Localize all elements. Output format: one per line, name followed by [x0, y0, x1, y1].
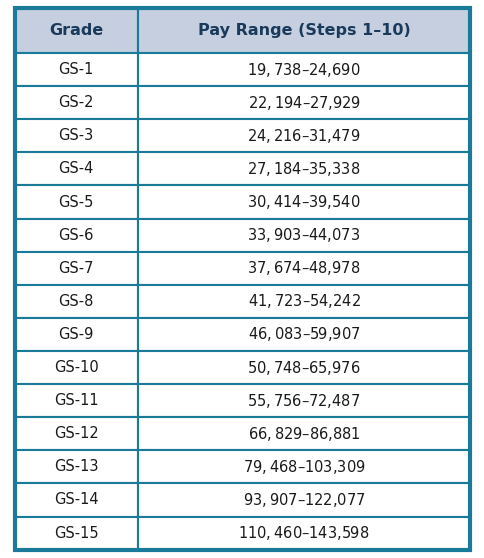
Text: GS-11: GS-11	[54, 393, 98, 408]
Bar	[137, 483, 469, 517]
Bar	[137, 86, 469, 119]
Bar	[15, 119, 137, 152]
Text: GS-8: GS-8	[58, 294, 93, 309]
Bar	[15, 219, 137, 252]
Text: GS-1: GS-1	[58, 62, 93, 77]
Text: GS-7: GS-7	[58, 261, 93, 276]
Bar	[15, 483, 137, 517]
Bar	[15, 384, 137, 417]
Text: GS-10: GS-10	[54, 360, 98, 375]
Bar	[15, 450, 137, 483]
Text: GS-5: GS-5	[58, 195, 93, 210]
Bar	[137, 8, 469, 53]
Bar	[137, 252, 469, 285]
Text: $37,674–$48,978: $37,674–$48,978	[247, 259, 360, 277]
Bar	[15, 252, 137, 285]
Bar	[15, 285, 137, 318]
Text: Pay Range (Steps 1–10): Pay Range (Steps 1–10)	[197, 23, 409, 38]
Text: GS-4: GS-4	[58, 161, 93, 176]
Text: GS-14: GS-14	[54, 493, 98, 507]
Text: $55,756–$72,487: $55,756–$72,487	[247, 392, 360, 410]
Text: GS-13: GS-13	[54, 459, 98, 474]
Bar	[15, 152, 137, 185]
Bar	[15, 517, 137, 550]
Text: $22,194–$27,929: $22,194–$27,929	[247, 94, 360, 112]
Text: $93,907–$122,077: $93,907–$122,077	[242, 491, 364, 509]
Bar	[137, 384, 469, 417]
Bar	[137, 417, 469, 450]
Text: GS-9: GS-9	[58, 327, 93, 342]
Bar	[137, 517, 469, 550]
Text: $46,083–$59,907: $46,083–$59,907	[247, 325, 360, 344]
Bar	[137, 318, 469, 351]
Bar	[15, 185, 137, 219]
Text: $41,723–$54,242: $41,723–$54,242	[247, 292, 360, 310]
Bar	[137, 152, 469, 185]
Bar	[137, 219, 469, 252]
Bar	[137, 53, 469, 86]
Text: $33,903–$44,073: $33,903–$44,073	[247, 226, 360, 244]
Bar	[15, 53, 137, 86]
Text: Grade: Grade	[49, 23, 103, 38]
Text: $50,748–$65,976: $50,748–$65,976	[247, 359, 360, 377]
Text: $110,460–$143,598: $110,460–$143,598	[238, 524, 369, 542]
Bar	[15, 8, 137, 53]
Bar	[137, 119, 469, 152]
Text: GS-2: GS-2	[58, 95, 93, 110]
Text: $19,738–$24,690: $19,738–$24,690	[247, 61, 360, 79]
Text: GS-3: GS-3	[59, 128, 93, 143]
Text: GS-6: GS-6	[58, 228, 93, 243]
Text: $66,829–$86,881: $66,829–$86,881	[247, 425, 360, 442]
Bar	[137, 285, 469, 318]
Text: GS-15: GS-15	[54, 526, 98, 541]
Bar	[15, 417, 137, 450]
Bar	[15, 351, 137, 384]
Text: $30,414–$39,540: $30,414–$39,540	[247, 193, 360, 211]
Text: GS-12: GS-12	[54, 426, 98, 441]
Bar	[15, 86, 137, 119]
Bar	[137, 351, 469, 384]
Text: $79,468–$103,309: $79,468–$103,309	[242, 458, 364, 476]
Bar	[15, 318, 137, 351]
Text: $24,216–$31,479: $24,216–$31,479	[247, 127, 360, 145]
Bar	[137, 185, 469, 219]
Bar	[137, 450, 469, 483]
Text: $27,184–$35,338: $27,184–$35,338	[247, 160, 360, 178]
